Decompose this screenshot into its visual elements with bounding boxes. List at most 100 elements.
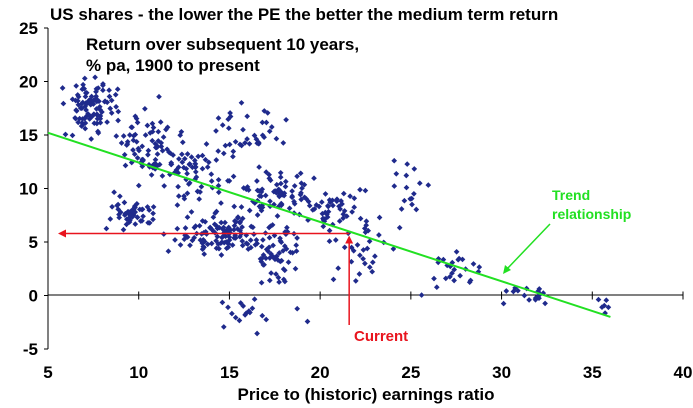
data-point xyxy=(113,103,119,110)
data-point xyxy=(246,140,253,147)
y-tick-label: -5 xyxy=(23,340,38,359)
data-point xyxy=(115,117,121,124)
data-point xyxy=(470,261,477,267)
data-point xyxy=(229,242,236,248)
data-point xyxy=(155,138,162,144)
data-point xyxy=(170,152,176,158)
data-point xyxy=(83,89,90,96)
data-point xyxy=(393,170,400,177)
data-point xyxy=(278,202,285,209)
data-point xyxy=(266,244,272,251)
data-point xyxy=(403,172,410,179)
data-point xyxy=(361,225,368,232)
data-point xyxy=(225,244,232,251)
data-point xyxy=(278,180,284,187)
data-point xyxy=(256,164,262,170)
data-point xyxy=(266,128,273,135)
data-point xyxy=(451,277,457,284)
data-point xyxy=(200,243,207,250)
data-point xyxy=(277,191,284,198)
data-point xyxy=(229,310,235,317)
data-point xyxy=(351,204,358,211)
data-point xyxy=(254,178,260,184)
data-point xyxy=(166,149,172,156)
data-point xyxy=(231,218,238,224)
data-point xyxy=(503,288,510,294)
y-axis-ticks: 25 20 15 10 5 0 -5 xyxy=(19,19,48,359)
data-point xyxy=(149,120,156,127)
data-point xyxy=(180,164,187,171)
data-point xyxy=(225,125,232,132)
data-point xyxy=(396,224,403,231)
data-point xyxy=(258,279,265,286)
data-point xyxy=(134,119,141,126)
data-point xyxy=(116,214,123,221)
x-tick-label: 25 xyxy=(401,363,420,382)
data-point xyxy=(157,119,164,125)
data-point xyxy=(97,115,104,122)
data-point xyxy=(196,196,203,202)
data-point xyxy=(225,304,231,311)
data-point xyxy=(281,267,288,274)
data-point xyxy=(200,236,207,243)
data-point xyxy=(309,207,316,213)
data-point xyxy=(174,202,181,208)
data-point xyxy=(73,83,80,89)
chart-title: US shares - the lower the PE the better … xyxy=(50,5,558,24)
data-point xyxy=(227,110,233,116)
data-point xyxy=(107,105,114,112)
data-point xyxy=(75,119,82,126)
data-point xyxy=(99,109,105,115)
data-point xyxy=(79,86,86,93)
y-tick-label: 15 xyxy=(19,126,38,145)
data-point xyxy=(172,237,178,243)
data-point xyxy=(59,85,66,91)
data-point xyxy=(155,128,162,135)
data-point xyxy=(603,297,610,304)
data-point xyxy=(213,245,220,252)
trend-label-line-2: relationship xyxy=(552,206,631,222)
data-point xyxy=(121,151,128,158)
data-point xyxy=(215,182,222,189)
data-point xyxy=(305,198,312,205)
data-point xyxy=(356,271,363,277)
data-point xyxy=(108,110,115,116)
data-point xyxy=(457,272,463,279)
data-point xyxy=(80,81,86,88)
data-point xyxy=(291,198,297,205)
data-point xyxy=(401,197,408,204)
data-point xyxy=(165,248,172,255)
data-point xyxy=(330,276,337,283)
data-point xyxy=(284,224,290,231)
data-point xyxy=(273,271,279,277)
data-point xyxy=(231,226,237,233)
data-point xyxy=(251,231,257,238)
data-point xyxy=(605,304,612,311)
data-point xyxy=(376,232,382,238)
data-point xyxy=(201,251,208,257)
data-point xyxy=(237,219,243,226)
data-point xyxy=(306,202,313,209)
data-point xyxy=(259,119,266,126)
data-point xyxy=(246,207,253,214)
data-point xyxy=(357,186,363,193)
data-point xyxy=(195,153,202,160)
data-point xyxy=(123,216,130,223)
data-point xyxy=(341,244,348,251)
data-point xyxy=(369,268,376,275)
data-point xyxy=(266,224,272,231)
data-point xyxy=(330,202,336,209)
data-point xyxy=(149,137,156,144)
data-point xyxy=(258,255,265,262)
data-point xyxy=(184,214,191,221)
data-point xyxy=(148,172,155,178)
data-point xyxy=(376,214,383,221)
data-point xyxy=(121,199,128,206)
data-point xyxy=(104,99,111,106)
data-point xyxy=(115,201,121,208)
data-point xyxy=(108,97,115,104)
data-point xyxy=(251,296,258,303)
data-point xyxy=(404,161,411,167)
data-point xyxy=(318,199,325,205)
data-point xyxy=(179,159,186,166)
